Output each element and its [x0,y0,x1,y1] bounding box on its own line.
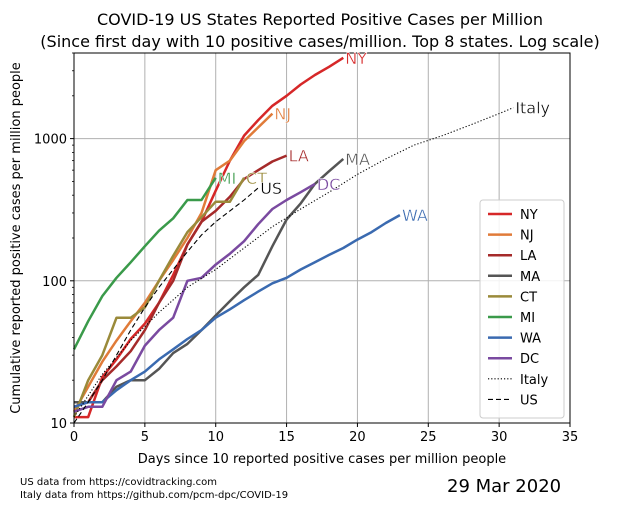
series-line-la [73,154,288,408]
series-end-label: NJ [274,105,291,124]
series-end-label: NY [345,49,367,68]
legend-entry: US [520,393,538,408]
date-stamp: 29 Mar 2020 [447,476,562,497]
x-tick-label: 20 [349,430,366,445]
y-tick-label: 1000 [34,133,67,148]
series-line-ct [72,177,246,418]
series-line-us [73,187,259,424]
series-end-label: MI [218,169,237,188]
series-end-label: WA [402,206,428,225]
x-tick-label: 15 [278,430,295,445]
chart-title: COVID-19 US States Reported Positive Cas… [97,10,543,29]
x-axis-label: Days since 10 reported positive cases pe… [138,452,506,467]
source-note-italy: Italy data from https://github.com/pcm-d… [20,490,289,501]
series-line-italy [73,107,514,418]
legend-entry: Italy [520,373,549,388]
series-line-ny [74,56,344,419]
series-end-label: US [260,179,282,198]
x-tick-label: 25 [420,430,437,445]
legend-entry: DC [520,352,539,367]
series-line-dc [73,182,316,413]
series-line-mi [72,177,217,350]
legend-entry: NY [520,208,538,223]
chart-subtitle: (Since first day with 10 positive cases/… [40,32,599,51]
legend-entry: CT [520,290,537,305]
legend-entry: NJ [520,229,534,244]
y-tick-label: 100 [42,275,67,290]
legend-entry: MI [520,311,535,326]
axis-ticks: 0 5 10 15 20 25 30 35 10 100 1000 [34,52,579,445]
series-end-label: CT [246,169,267,188]
x-tick-label: 35 [562,430,579,445]
legend-entry: WA [520,332,541,347]
series-end-label: Italy [515,99,550,118]
legend: NY NJ LA MA CT MI WA DC Italy US [479,199,565,419]
legend-entry: MA [520,270,540,285]
series-line-wa [73,214,401,408]
source-note-us: US data from https://covidtracking.com [20,477,217,488]
series-line-nj [72,112,274,413]
series-layer [72,56,514,424]
series-end-label: DC [317,175,341,194]
legend-entry: LA [520,249,537,264]
series-labels: NY NJ LA MA CT MI WA DC Italy US [218,49,551,226]
series-end-label: MA [345,150,370,169]
x-tick-label: 0 [70,430,78,445]
series-end-label: LA [289,147,309,166]
y-axis-label: Cumulative reported positive cases per m… [9,62,24,414]
y-tick-label: 10 [50,417,67,432]
x-tick-label: 30 [491,430,508,445]
x-tick-label: 5 [141,430,149,445]
x-tick-label: 10 [207,430,224,445]
